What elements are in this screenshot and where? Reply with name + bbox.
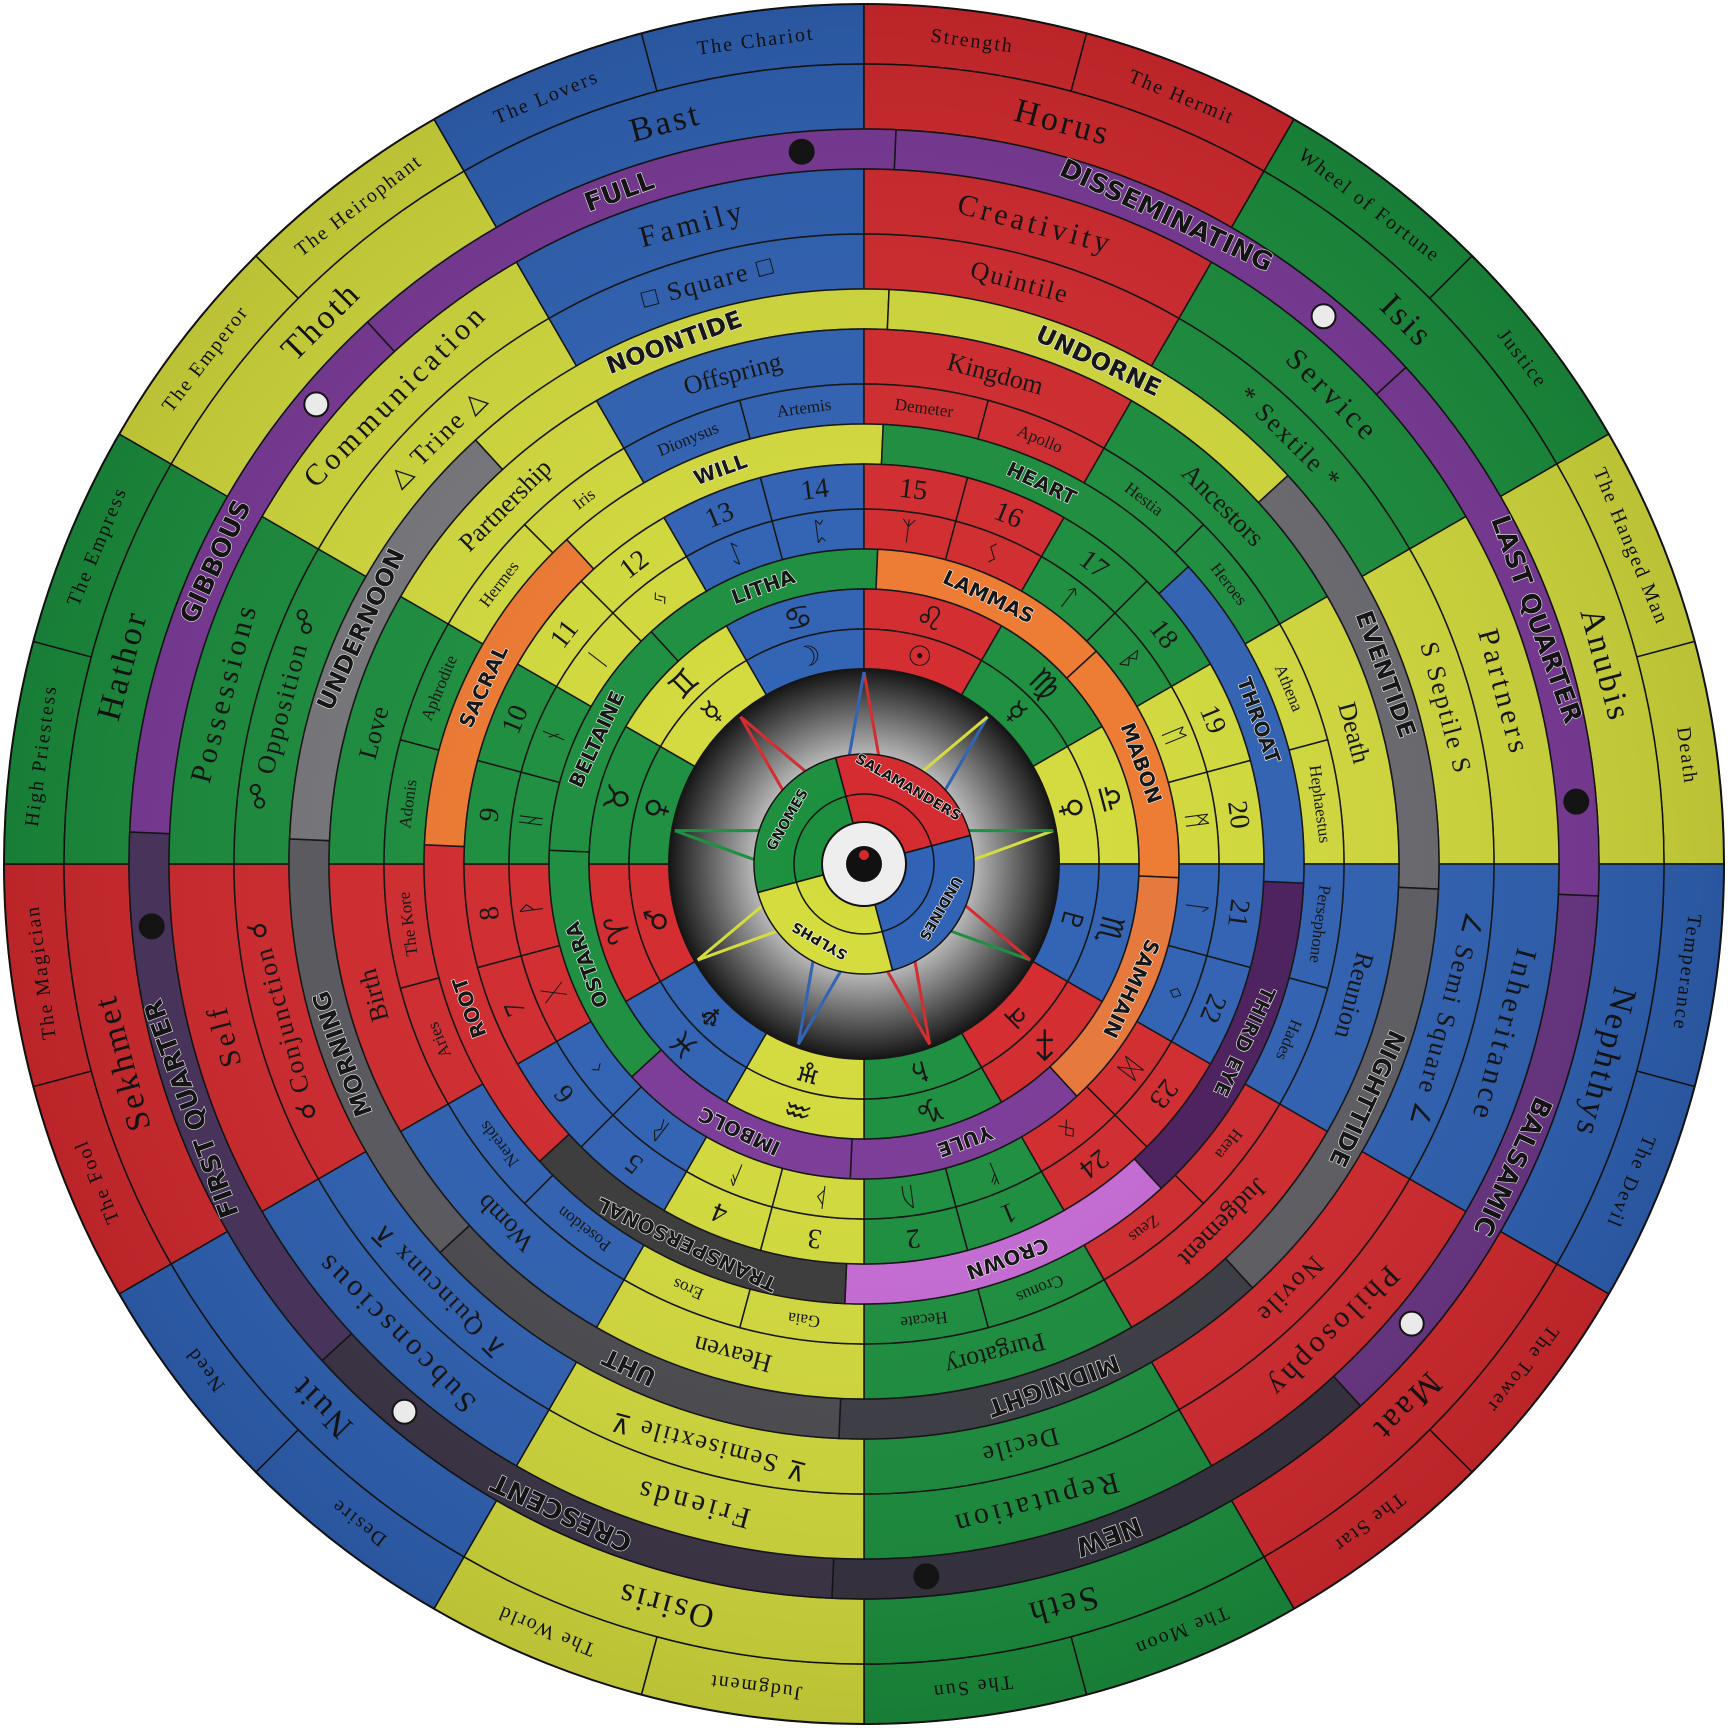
moon-icon <box>913 1563 940 1590</box>
moon-icon <box>303 391 330 418</box>
moon-icon <box>788 138 815 165</box>
segment-label: 15 <box>897 473 929 507</box>
moon-icon <box>1310 303 1337 330</box>
segment-label: 20 <box>1221 799 1255 831</box>
moon-icon <box>391 1398 418 1425</box>
segment-label: 21 <box>1221 897 1255 929</box>
moon-icon <box>1398 1310 1425 1337</box>
moon-icon <box>1563 788 1590 815</box>
yin-yang-dot <box>859 850 869 860</box>
moon-icon <box>138 913 165 940</box>
segment-label: 14 <box>799 473 831 507</box>
